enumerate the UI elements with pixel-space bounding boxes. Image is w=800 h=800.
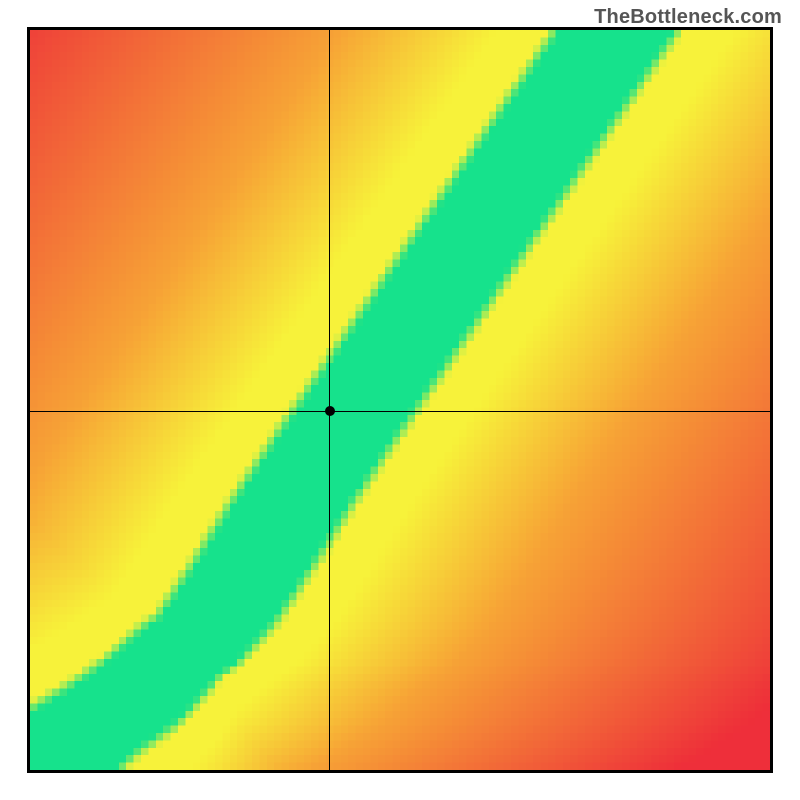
chart-frame (27, 27, 773, 773)
crosshair-vertical (329, 30, 330, 770)
data-point-marker (325, 406, 335, 416)
watermark-text: TheBottleneck.com (594, 6, 782, 29)
crosshair-horizontal (30, 411, 770, 412)
chart-container: TheBottleneck.com (0, 0, 800, 800)
heatmap-canvas (30, 30, 770, 770)
heatmap-plot (30, 30, 770, 770)
